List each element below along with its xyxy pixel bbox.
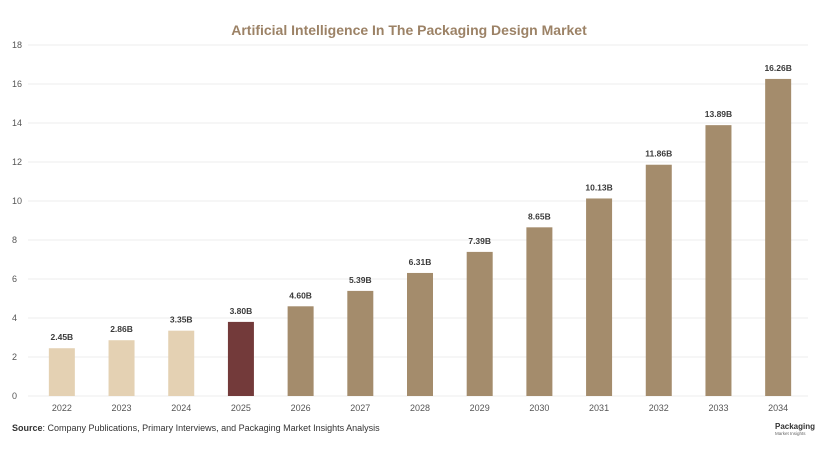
x-tick-label-2026: 2026 <box>291 403 311 413</box>
logo-name: Packaging <box>775 422 816 431</box>
y-axis-ticks: 0 2 4 6 8 10 12 14 16 18 <box>12 40 22 401</box>
bar-2022 <box>48 348 75 396</box>
bar-2029 <box>466 251 493 396</box>
data-label-2028: 6.31B <box>409 257 432 267</box>
x-tick-label-2034: 2034 <box>768 403 788 413</box>
logo: Packaging Market Insights <box>762 421 816 441</box>
x-tick-label-2032: 2032 <box>649 403 669 413</box>
x-tick-label-2031: 2031 <box>589 403 609 413</box>
y-tick-label: 10 <box>12 196 22 206</box>
x-tick-label-2029: 2029 <box>470 403 490 413</box>
data-label-2026: 4.60B <box>289 290 312 300</box>
y-tick-label: 8 <box>12 235 17 245</box>
data-label-2032: 11.86B <box>645 149 672 159</box>
source-text: : Company Publications, Primary Intervie… <box>42 423 380 433</box>
bar-2024 <box>168 330 195 396</box>
bar-2025 <box>227 321 254 396</box>
x-tick-label-2023: 2023 <box>112 403 132 413</box>
bar-2033 <box>705 125 732 397</box>
data-label-2025: 3.80B <box>230 306 253 316</box>
bar-2027 <box>347 290 374 396</box>
bar-2031 <box>586 198 613 396</box>
logo-tagline: Market Insights <box>775 431 806 436</box>
x-tick-label-2025: 2025 <box>231 403 251 413</box>
x-tick-label-2030: 2030 <box>529 403 549 413</box>
source-note: Source: Company Publications, Primary In… <box>12 423 380 433</box>
y-tick-label: 16 <box>12 79 22 89</box>
data-label-2024: 3.35B <box>170 315 193 325</box>
source-label: Source <box>12 423 43 433</box>
x-tick-label-2022: 2022 <box>52 403 72 413</box>
x-tick-label-2027: 2027 <box>350 403 370 413</box>
bar-2023 <box>108 340 135 396</box>
y-tick-label: 0 <box>12 391 17 401</box>
bars <box>48 78 792 397</box>
chart-title: Artificial Intelligence In The Packaging… <box>231 22 587 38</box>
bar-2026 <box>287 306 314 396</box>
x-tick-label-2033: 2033 <box>708 403 728 413</box>
grid <box>28 44 808 397</box>
data-label-2030: 8.65B <box>528 211 551 221</box>
data-label-2031: 10.13B <box>585 182 612 192</box>
y-tick-label: 18 <box>12 40 22 50</box>
bar-2028 <box>407 272 433 396</box>
x-tick-label-2028: 2028 <box>410 403 430 413</box>
bar-2032 <box>645 164 672 396</box>
bar-2034 <box>765 78 792 397</box>
x-tick-label-2024: 2024 <box>171 403 191 413</box>
data-label-2023: 2.86B <box>110 324 133 334</box>
y-tick-label: 4 <box>12 313 17 323</box>
data-label-2029: 7.39B <box>468 236 491 246</box>
data-label-2027: 5.39B <box>349 275 372 285</box>
data-label-2034: 16.26B <box>764 63 791 73</box>
data-labels: 2.45B 2.86B 3.35B 3.80B 4.60B 5.39B 6.31B 7.39B… <box>51 63 792 342</box>
x-axis-ticks: 2022 2023 2024 2025 2026 2027 2028 2029 2030 2031… <box>52 403 788 413</box>
data-label-2033: 13.89B <box>705 109 732 119</box>
data-label-2022: 2.45B <box>51 332 74 342</box>
y-tick-label: 12 <box>12 157 22 167</box>
bar-2030 <box>526 227 553 396</box>
y-tick-label: 6 <box>12 274 17 284</box>
y-tick-label: 2 <box>12 352 17 362</box>
y-tick-label: 14 <box>12 118 22 128</box>
